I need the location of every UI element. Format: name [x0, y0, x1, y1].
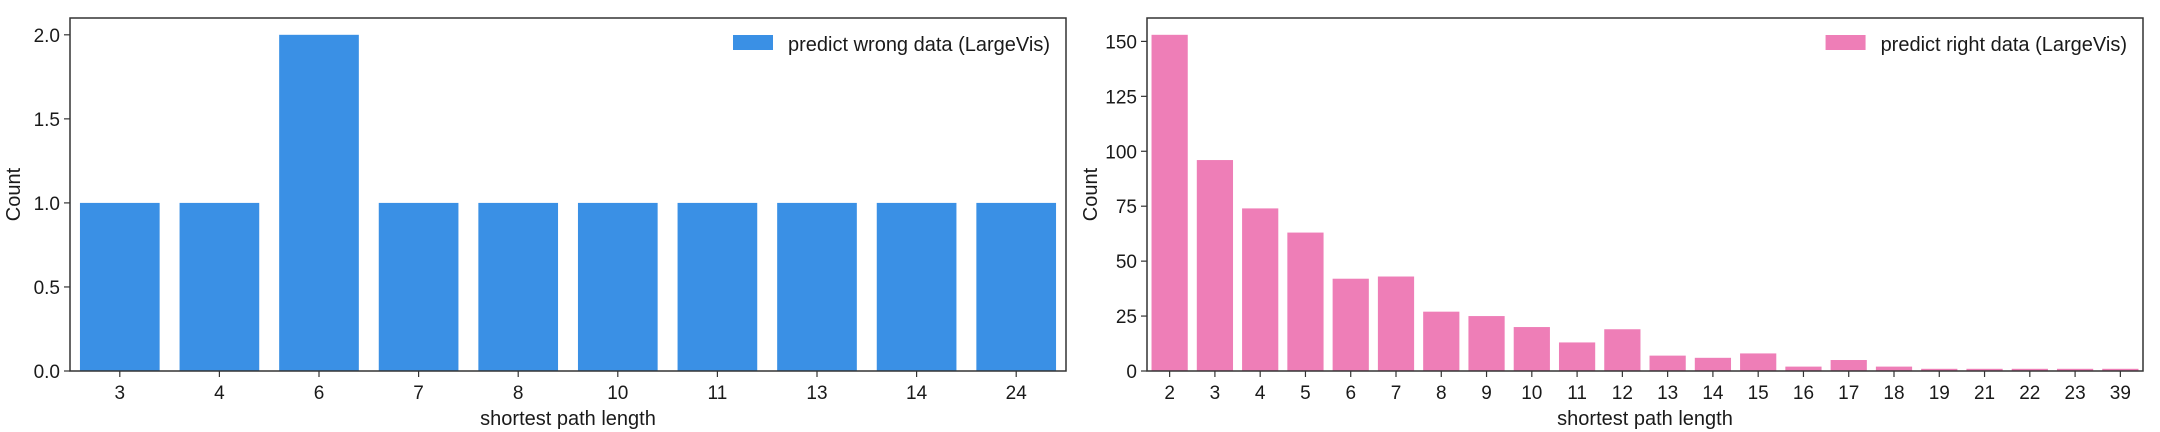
bar-left-10: [577, 202, 658, 371]
bar-left-13: [777, 202, 857, 371]
x-tick-label: 14: [1702, 383, 1724, 404]
x-tick-label: 8: [513, 383, 524, 404]
x-tick-label: 6: [314, 383, 325, 404]
bar-left-4: [179, 202, 260, 371]
x-tick-label: 13: [806, 383, 827, 404]
x-tick-label: 12: [1612, 383, 1633, 404]
x-tick-label: 15: [1748, 383, 1769, 404]
bar-right-23: [2056, 368, 2094, 371]
bar-left-11: [677, 202, 758, 371]
bar-right-13: [1649, 355, 1686, 371]
bar-right-11: [1558, 342, 1596, 371]
x-axis-label-right: shortest path length: [1557, 408, 1733, 430]
bar-right-16: [1785, 366, 1822, 371]
x-axis-label-left: shortest path length: [480, 408, 656, 430]
chart-left: 3 4 6 7 8 10 11 13 14 24 0.0 0.5 1.0 1.5 2.0 shortest…: [3, 17, 1067, 430]
x-tick-label: 17: [1838, 383, 1859, 404]
bars-right: [1151, 34, 2139, 372]
bar-right-2: [1151, 34, 1188, 372]
x-tick-label: 7: [413, 383, 424, 404]
y-tick-label: 2.0: [34, 26, 60, 47]
bar-right-12: [1604, 329, 1641, 371]
bar-right-19: [1921, 368, 1958, 371]
bar-right-3: [1196, 160, 1234, 371]
bar-right-15: [1740, 353, 1777, 371]
x-tick-label: 3: [1210, 383, 1221, 404]
x-tick-label: 10: [1521, 383, 1542, 404]
x-tick-label: 24: [1006, 383, 1028, 404]
bar-left-8: [478, 202, 559, 371]
y-tick-label: 75: [1116, 197, 1137, 218]
x-tick-label: 23: [2065, 383, 2086, 404]
x-tick-label: 21: [1974, 383, 1995, 404]
x-tick-label: 13: [1657, 383, 1678, 404]
x-ticks-left: 3 4 6 7 8 10 11 13 14 24: [115, 371, 1028, 404]
bar-right-22: [2011, 368, 2048, 371]
x-tick-label: 4: [214, 383, 225, 404]
bar-right-18: [1875, 366, 1913, 371]
bar-left-6: [279, 34, 359, 372]
x-tick-label: 2: [1164, 383, 1175, 404]
y-tick-label: 0.5: [34, 278, 60, 299]
x-tick-label: 11: [1567, 383, 1587, 404]
bar-right-21: [1966, 368, 2003, 371]
x-tick-label: 22: [2019, 383, 2040, 404]
bar-right-7: [1377, 276, 1415, 371]
bar-left-3: [79, 202, 160, 371]
x-tick-label: 19: [1929, 383, 1950, 404]
x-tick-label: 8: [1436, 383, 1447, 404]
y-tick-label: 0.0: [34, 362, 60, 383]
y-ticks-left: 0.0 0.5 1.0 1.5 2.0: [34, 26, 70, 383]
bar-right-9: [1468, 316, 1505, 371]
x-tick-label: 11: [708, 383, 728, 404]
y-ticks-right: 0 25 50 75 100 125 150: [1105, 32, 1147, 383]
y-tick-label: 100: [1105, 142, 1137, 163]
legend-label-left: predict wrong data (LargeVis): [788, 34, 1050, 56]
x-tick-label: 3: [115, 383, 126, 404]
x-tick-label: 9: [1481, 383, 1492, 404]
x-tick-label: 16: [1793, 383, 1814, 404]
x-tick-label: 10: [607, 383, 628, 404]
y-tick-label: 150: [1105, 32, 1137, 53]
plot-frame-left: [69, 17, 1067, 372]
legend-label-right: predict right data (LargeVis): [1881, 34, 2127, 56]
bar-left-24: [976, 202, 1057, 371]
bars-left: [79, 34, 1057, 372]
y-tick-label: 1.0: [34, 194, 60, 215]
y-tick-label: 50: [1116, 252, 1137, 273]
x-ticks-right: 2 3 4 5 6 7 8 9 10 11 12 13 14 15 16 17 18 19 21 22 23 39: [1164, 371, 2131, 404]
bar-right-14: [1694, 357, 1732, 371]
x-tick-label: 39: [2110, 383, 2131, 404]
y-tick-label: 1.5: [34, 110, 60, 131]
legend-swatch-left: [733, 35, 773, 50]
chart-right: 2 3 4 5 6 7 8 9 10 11 12 13 14 15 16 17 18 19 21 22 23 39 025…: [1080, 17, 2144, 430]
bar-right-17: [1830, 360, 1867, 371]
legend-right: predict right data (LargeVis): [1825, 34, 2127, 56]
y-tick-label: 25: [1116, 307, 1137, 328]
y-axis-label-left: Count: [3, 167, 25, 221]
bar-left-14: [876, 202, 957, 371]
bar-right-4: [1242, 208, 1279, 371]
plot-frame-right: [1146, 17, 2144, 372]
legend-swatch-right: [1825, 35, 1866, 50]
x-tick-label: 18: [1883, 383, 1904, 404]
x-tick-label: 4: [1255, 383, 1266, 404]
bar-right-10: [1513, 327, 1550, 371]
bar-right-6: [1332, 278, 1369, 371]
legend-left: predict wrong data (LargeVis): [733, 34, 1050, 56]
x-tick-label: 7: [1391, 383, 1402, 404]
bar-right-5: [1287, 232, 1324, 371]
x-tick-label: 5: [1300, 383, 1311, 404]
x-tick-label: 6: [1345, 383, 1356, 404]
bar-right-8: [1423, 311, 1460, 371]
bar-right-39: [2102, 368, 2139, 371]
y-axis-label-right: Count: [1080, 167, 1102, 221]
y-tick-label: 0: [1126, 362, 1137, 383]
x-tick-label: 14: [906, 383, 928, 404]
y-tick-label: 125: [1105, 87, 1137, 108]
bar-left-7: [378, 202, 459, 371]
